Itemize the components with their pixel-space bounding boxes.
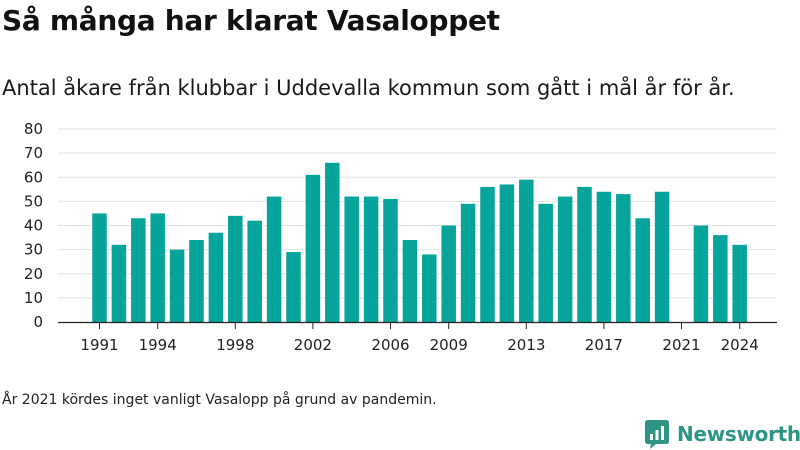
bar bbox=[286, 252, 301, 322]
bar bbox=[693, 225, 709, 322]
newsworthy-logo-icon bbox=[645, 420, 669, 449]
bar bbox=[131, 218, 146, 322]
y-tick-label: 10 bbox=[24, 289, 43, 307]
bar bbox=[111, 244, 127, 322]
bar-chart: 0 10 20 30 40 50 60 70 80 1991 1994 1998 2002 2006 20… bbox=[24, 120, 777, 354]
footnote: År 2021 kördes inget vanligt Vasalopp på… bbox=[2, 392, 437, 408]
x-tick-label: 2002 bbox=[294, 336, 332, 354]
bar bbox=[616, 194, 631, 322]
x-tick-label: 2021 bbox=[662, 336, 700, 354]
y-tick-label: 0 bbox=[33, 313, 43, 331]
bar bbox=[557, 196, 573, 322]
bar bbox=[363, 196, 379, 322]
bar bbox=[92, 213, 107, 322]
y-tick-label: 50 bbox=[24, 192, 43, 210]
bar bbox=[189, 239, 204, 322]
bar bbox=[441, 225, 456, 322]
bar bbox=[538, 203, 553, 322]
x-tick-label: 2013 bbox=[507, 336, 545, 354]
bar bbox=[344, 196, 359, 322]
chart-subtitle: Antal åkare från klubbar i Uddevalla kom… bbox=[2, 76, 735, 100]
bar bbox=[713, 235, 728, 322]
x-tick-label: 1991 bbox=[80, 336, 118, 354]
bar bbox=[325, 162, 340, 322]
bar bbox=[266, 196, 282, 322]
y-axis-tick-labels: 0 10 20 30 40 50 60 70 80 bbox=[24, 120, 43, 331]
x-axis-tick-labels: 1991 1994 1998 2002 2006 2009 2013 2017 2021 2024 bbox=[80, 336, 758, 354]
x-tick-label: 1998 bbox=[216, 336, 254, 354]
bar bbox=[635, 218, 650, 322]
brand-name: Newsworthy bbox=[677, 422, 800, 446]
bar bbox=[596, 191, 612, 322]
bar bbox=[150, 213, 165, 322]
x-tick-label: 2009 bbox=[430, 336, 468, 354]
chart-title: Så många har klarat Vasaloppet bbox=[2, 4, 500, 37]
bars bbox=[92, 162, 747, 322]
bar bbox=[169, 249, 185, 322]
bar bbox=[305, 174, 321, 322]
x-tick-label: 2006 bbox=[371, 336, 409, 354]
bar bbox=[654, 191, 670, 322]
y-tick-label: 80 bbox=[24, 120, 43, 138]
x-tick-label: 2017 bbox=[585, 336, 623, 354]
bar bbox=[499, 184, 515, 322]
bar bbox=[480, 186, 495, 322]
bar bbox=[577, 186, 592, 322]
bar bbox=[402, 239, 418, 322]
y-tick-label: 20 bbox=[24, 265, 43, 283]
bar bbox=[519, 179, 534, 322]
bar bbox=[208, 232, 224, 322]
bar bbox=[732, 244, 747, 322]
newsworthy-brand: Newsworthy bbox=[644, 418, 800, 450]
bar bbox=[383, 198, 398, 322]
x-tick-label: 1994 bbox=[139, 336, 177, 354]
y-tick-label: 70 bbox=[24, 144, 43, 162]
bar bbox=[460, 203, 476, 322]
bar bbox=[247, 220, 262, 322]
y-tick-label: 60 bbox=[24, 168, 43, 186]
x-axis bbox=[58, 321, 777, 329]
y-tick-label: 40 bbox=[24, 217, 43, 235]
y-tick-label: 30 bbox=[24, 241, 43, 259]
x-tick-label: 2024 bbox=[721, 336, 759, 354]
bar bbox=[422, 254, 437, 322]
bar bbox=[228, 215, 243, 322]
